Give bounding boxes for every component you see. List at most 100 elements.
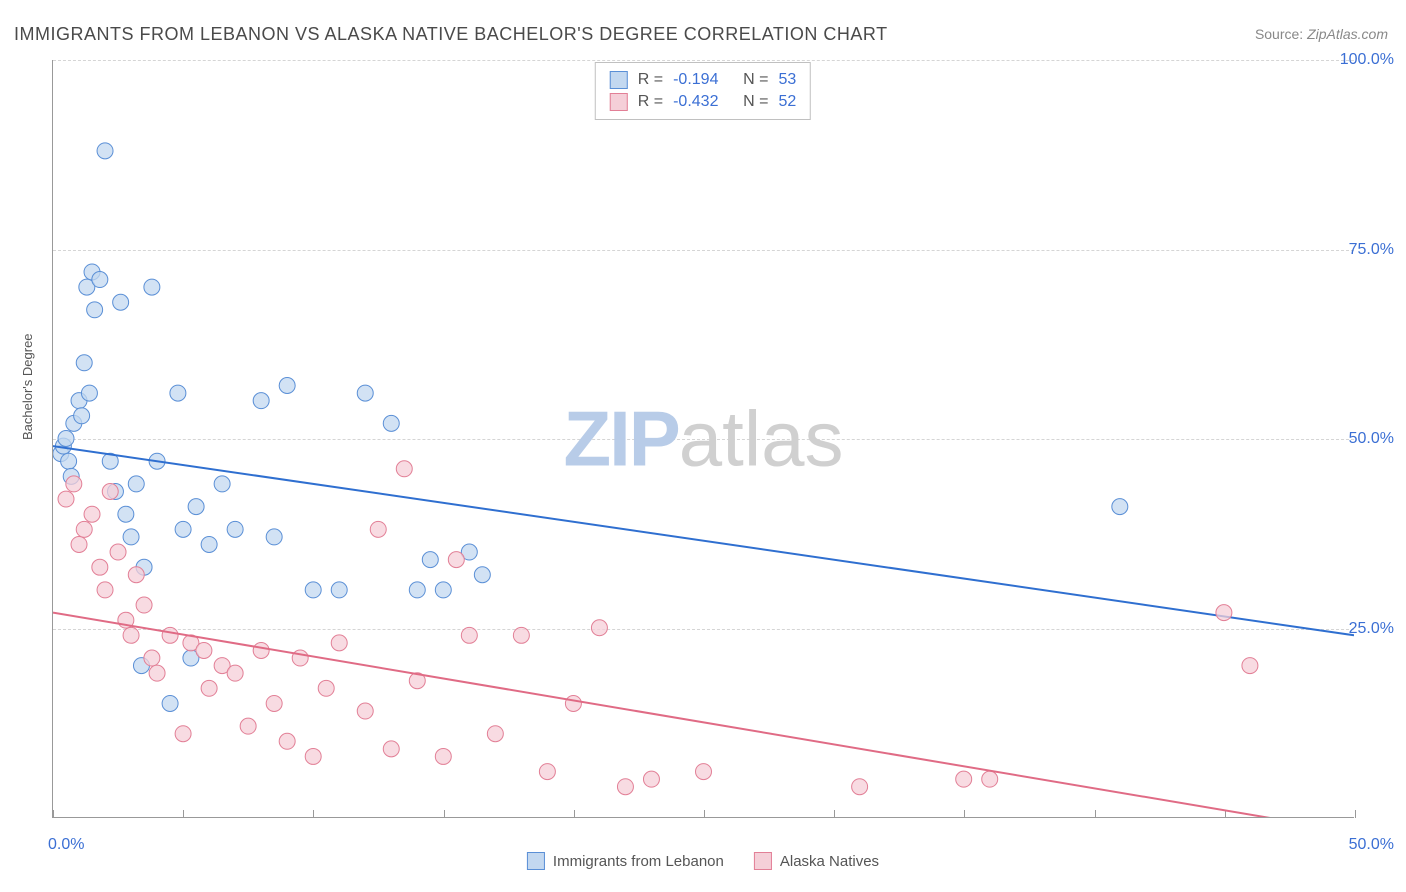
data-point bbox=[396, 461, 412, 477]
data-point bbox=[74, 408, 90, 424]
legend-swatch bbox=[754, 852, 772, 870]
data-point bbox=[852, 779, 868, 795]
legend-swatch bbox=[527, 852, 545, 870]
n-label: N = bbox=[743, 93, 768, 111]
data-point bbox=[144, 650, 160, 666]
data-point bbox=[175, 726, 191, 742]
series-swatch bbox=[610, 93, 628, 111]
chart-title: IMMIGRANTS FROM LEBANON VS ALASKA NATIVE… bbox=[14, 24, 888, 45]
y-tick-label: 75.0% bbox=[1349, 241, 1394, 259]
data-point bbox=[383, 741, 399, 757]
source-value: ZipAtlas.com bbox=[1307, 26, 1388, 42]
data-point bbox=[128, 476, 144, 492]
data-point bbox=[201, 680, 217, 696]
data-point bbox=[227, 665, 243, 681]
data-point bbox=[162, 627, 178, 643]
data-point bbox=[539, 764, 555, 780]
data-point bbox=[383, 415, 399, 431]
legend-label: Alaska Natives bbox=[780, 853, 879, 870]
data-point bbox=[170, 385, 186, 401]
correlation-stats-box: R =-0.194N =53R =-0.432N =52 bbox=[595, 62, 811, 120]
r-label: R = bbox=[638, 93, 663, 111]
y-axis-label: Bachelor's Degree bbox=[20, 333, 35, 440]
data-point bbox=[118, 506, 134, 522]
x-axis-min-label: 0.0% bbox=[48, 836, 84, 854]
r-value: -0.432 bbox=[673, 93, 733, 111]
data-point bbox=[136, 597, 152, 613]
source-attribution: Source: ZipAtlas.com bbox=[1255, 26, 1388, 42]
data-point bbox=[188, 499, 204, 515]
data-point bbox=[318, 680, 334, 696]
legend-item: Alaska Natives bbox=[754, 852, 879, 870]
data-point bbox=[474, 567, 490, 583]
data-point bbox=[1216, 605, 1232, 621]
data-point bbox=[331, 582, 347, 598]
data-point bbox=[422, 552, 438, 568]
legend-label: Immigrants from Lebanon bbox=[553, 853, 724, 870]
data-point bbox=[696, 764, 712, 780]
data-point bbox=[214, 476, 230, 492]
data-point bbox=[92, 272, 108, 288]
n-label: N = bbox=[743, 71, 768, 89]
data-point bbox=[1242, 658, 1258, 674]
data-point bbox=[461, 627, 477, 643]
r-label: R = bbox=[638, 71, 663, 89]
data-point bbox=[435, 748, 451, 764]
data-point bbox=[240, 718, 256, 734]
data-point bbox=[110, 544, 126, 560]
data-point bbox=[66, 476, 82, 492]
legend: Immigrants from Lebanon Alaska Natives bbox=[527, 852, 879, 870]
trend-line bbox=[53, 446, 1354, 635]
data-point bbox=[162, 695, 178, 711]
n-value: 52 bbox=[778, 93, 796, 111]
data-point bbox=[956, 771, 972, 787]
data-point bbox=[617, 779, 633, 795]
data-point bbox=[266, 695, 282, 711]
data-point bbox=[123, 529, 139, 545]
scatter-svg bbox=[53, 60, 1354, 817]
chart-plot-area: ZIPatlas bbox=[52, 60, 1354, 818]
data-point bbox=[279, 378, 295, 394]
data-point bbox=[331, 635, 347, 651]
data-point bbox=[102, 484, 118, 500]
data-point bbox=[84, 506, 100, 522]
x-axis-max-label: 50.0% bbox=[1349, 836, 1394, 854]
data-point bbox=[76, 521, 92, 537]
data-point bbox=[448, 552, 464, 568]
data-point bbox=[97, 582, 113, 598]
data-point bbox=[123, 627, 139, 643]
data-point bbox=[128, 567, 144, 583]
data-point bbox=[305, 748, 321, 764]
data-point bbox=[58, 491, 74, 507]
data-point bbox=[1112, 499, 1128, 515]
data-point bbox=[266, 529, 282, 545]
stats-row: R =-0.194N =53 bbox=[610, 69, 796, 91]
source-label: Source: bbox=[1255, 26, 1303, 42]
data-point bbox=[149, 665, 165, 681]
y-tick-label: 50.0% bbox=[1349, 430, 1394, 448]
data-point bbox=[92, 559, 108, 575]
x-tick bbox=[1355, 810, 1356, 818]
data-point bbox=[357, 703, 373, 719]
data-point bbox=[97, 143, 113, 159]
trend-line bbox=[53, 613, 1354, 817]
stats-row: R = -0.432 N = 52 bbox=[610, 91, 796, 113]
data-point bbox=[565, 695, 581, 711]
data-point bbox=[253, 393, 269, 409]
r-value: -0.194 bbox=[673, 71, 733, 89]
data-point bbox=[71, 536, 87, 552]
data-point bbox=[435, 582, 451, 598]
data-point bbox=[643, 771, 659, 787]
data-point bbox=[144, 279, 160, 295]
data-point bbox=[58, 431, 74, 447]
data-point bbox=[81, 385, 97, 401]
series-swatch bbox=[610, 71, 628, 89]
data-point bbox=[253, 642, 269, 658]
data-point bbox=[487, 726, 503, 742]
data-point bbox=[279, 733, 295, 749]
data-point bbox=[175, 521, 191, 537]
legend-item: Immigrants from Lebanon bbox=[527, 852, 724, 870]
data-point bbox=[113, 294, 129, 310]
data-point bbox=[201, 536, 217, 552]
y-tick-label: 25.0% bbox=[1349, 620, 1394, 638]
